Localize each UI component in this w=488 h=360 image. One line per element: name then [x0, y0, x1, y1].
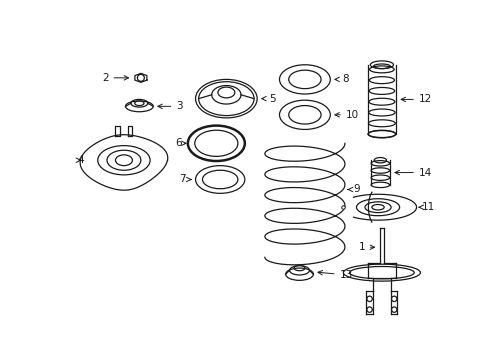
Text: 10: 10	[334, 110, 358, 120]
Text: 8: 8	[334, 75, 348, 84]
Text: 5: 5	[261, 94, 275, 104]
Text: 7: 7	[179, 175, 191, 184]
Text: 4: 4	[76, 155, 84, 165]
Text: 11: 11	[418, 202, 434, 212]
Text: 14: 14	[394, 167, 431, 177]
Text: 2: 2	[102, 73, 128, 83]
Text: 1: 1	[358, 242, 374, 252]
Text: 12: 12	[400, 94, 431, 104]
Text: 9: 9	[347, 184, 359, 194]
Text: 6: 6	[175, 138, 185, 148]
Text: 3: 3	[158, 101, 183, 111]
Text: 13: 13	[317, 270, 352, 280]
